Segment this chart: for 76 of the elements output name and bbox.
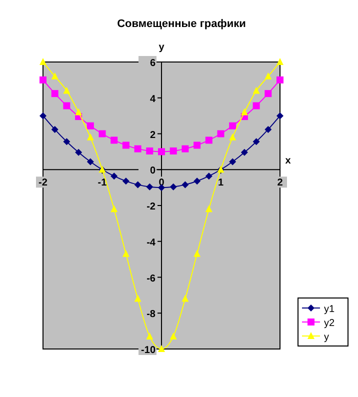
point — [110, 172, 118, 180]
point — [63, 138, 70, 146]
y-tick-label: -2 — [146, 202, 156, 212]
point — [276, 112, 284, 120]
y-tick-label: 4 — [150, 94, 156, 105]
point — [182, 181, 189, 188]
point — [86, 158, 94, 166]
point — [122, 142, 130, 149]
point — [110, 205, 118, 212]
point — [122, 250, 130, 257]
point — [194, 250, 201, 257]
point — [40, 112, 46, 120]
y-axis-title: y — [158, 42, 165, 53]
point — [110, 136, 118, 144]
point — [264, 90, 272, 98]
point — [182, 294, 189, 302]
point — [276, 76, 284, 84]
x-tick-label: 1 — [218, 178, 224, 189]
point — [63, 86, 70, 94]
x-tick-label: -2 — [38, 178, 48, 189]
point — [51, 90, 58, 98]
y-tick-label: -8 — [146, 309, 156, 320]
y-tick-label: -10 — [141, 345, 156, 356]
point — [98, 130, 106, 138]
point — [134, 145, 142, 152]
point — [170, 183, 177, 190]
x-tick-label: 0 — [158, 178, 165, 189]
point — [194, 178, 201, 185]
point — [240, 148, 248, 156]
point — [146, 147, 154, 154]
y-tick-label: 6 — [150, 58, 156, 69]
point — [229, 122, 236, 130]
point — [40, 76, 46, 84]
point — [75, 108, 82, 116]
point — [51, 126, 58, 133]
point — [252, 86, 260, 94]
point — [158, 345, 165, 352]
y-tick-label: 0 — [150, 166, 156, 177]
point — [252, 138, 260, 146]
point — [205, 172, 212, 180]
x-tick-label: 2 — [277, 178, 284, 189]
point — [170, 332, 177, 340]
point — [134, 181, 142, 188]
legend-label: y2 — [324, 318, 335, 329]
point — [51, 72, 58, 80]
x-tick-label: -1 — [98, 178, 108, 189]
point — [264, 72, 272, 80]
point — [40, 58, 46, 65]
x-axis-title: x — [285, 156, 292, 167]
point — [182, 145, 189, 152]
point — [205, 136, 212, 144]
point — [240, 108, 248, 116]
point — [134, 294, 142, 302]
point — [276, 58, 284, 65]
y-tick-label: -4 — [146, 237, 156, 248]
point — [146, 332, 154, 340]
point — [122, 178, 130, 185]
legend-label: y — [324, 332, 329, 343]
y-tick-label: -6 — [146, 273, 156, 284]
point — [86, 122, 94, 130]
point — [205, 205, 212, 212]
point — [194, 142, 201, 149]
chart-title: Совмещенные графики — [117, 18, 246, 30]
point — [63, 102, 70, 110]
point — [158, 148, 165, 156]
point — [217, 130, 224, 138]
point — [229, 158, 236, 166]
point — [75, 148, 82, 156]
point — [252, 102, 260, 110]
point — [86, 133, 94, 140]
point — [170, 147, 177, 154]
point — [264, 126, 272, 133]
point — [229, 133, 236, 140]
point — [146, 183, 154, 190]
y-tick-label: 2 — [150, 130, 156, 141]
legend-label: y1 — [324, 304, 335, 315]
